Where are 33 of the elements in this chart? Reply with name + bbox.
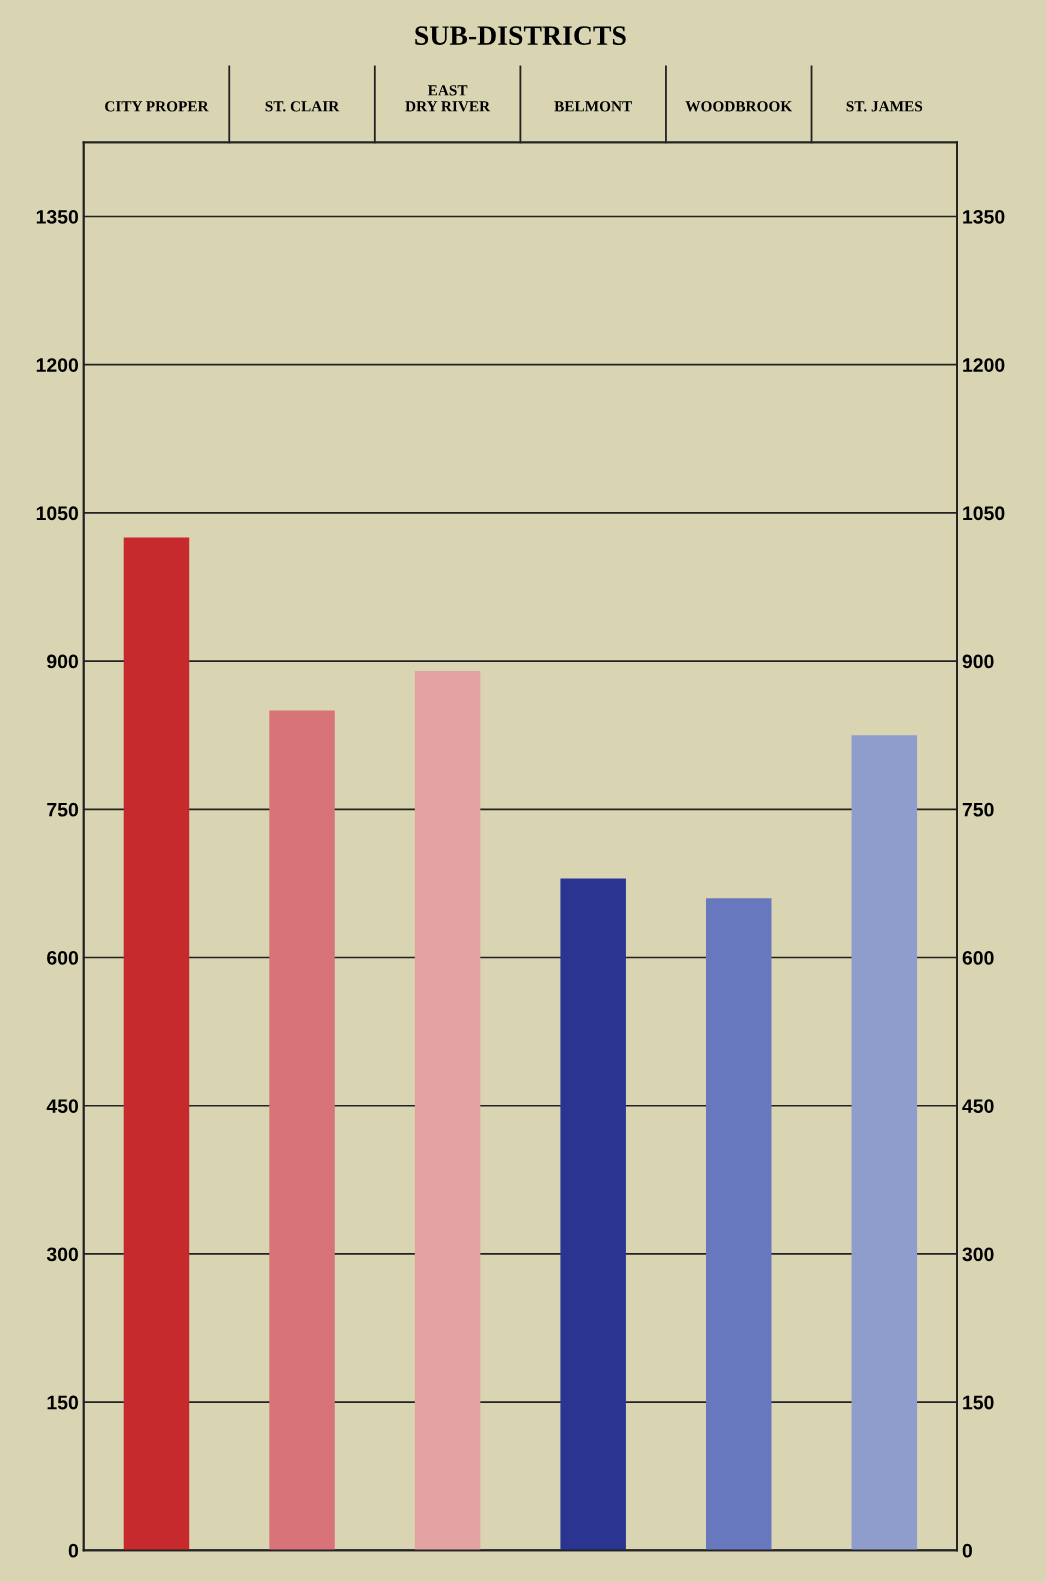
x-tick-label: ST. JAMES	[846, 101, 923, 112]
y2-tick-label: 1200	[963, 358, 1005, 372]
y2-tick-label: 0	[962, 1543, 972, 1558]
y-tick-label: 1050	[36, 506, 79, 521]
y-tick-label: 600	[47, 950, 79, 965]
y2-tick-label: 900	[962, 654, 994, 669]
y2-tick-label: 1350	[963, 209, 1005, 224]
bar	[560, 878, 626, 1551]
bar	[414, 670, 481, 1551]
y-tick-label: 1200	[36, 358, 79, 372]
y2-tick-label: 450	[962, 1099, 994, 1113]
y-tick-label: 750	[47, 802, 79, 817]
bar	[705, 898, 772, 1551]
x-tick-label: EAST DRY RIVER	[405, 85, 491, 112]
y-tick-label: 150	[47, 1395, 79, 1410]
y-tick-label: 300	[46, 1247, 79, 1262]
y2-tick-label: 600	[962, 950, 994, 965]
y2-tick-label: 300	[962, 1247, 994, 1262]
bar	[851, 735, 918, 1551]
y2-tick-label: 750	[962, 802, 994, 817]
y-tick-label: 450	[46, 1099, 79, 1113]
chart-title: SUB-DISTRICTS	[415, 26, 626, 45]
x-tick-label: CITY PROPER	[105, 101, 209, 112]
bar	[123, 537, 190, 1551]
y-tick-label: 900	[47, 654, 79, 669]
y-tick-label: 1350	[36, 209, 79, 224]
x-tick-label: ST. CLAIR	[265, 101, 340, 112]
y2-tick-label: 1050	[963, 506, 1005, 521]
y-tick-label: 0	[68, 1543, 79, 1558]
bar	[269, 710, 335, 1551]
x-tick-label: BELMONT	[554, 101, 632, 112]
x-tick-label: WOODBROOK	[685, 101, 793, 112]
y2-tick-label: 150	[963, 1395, 994, 1410]
